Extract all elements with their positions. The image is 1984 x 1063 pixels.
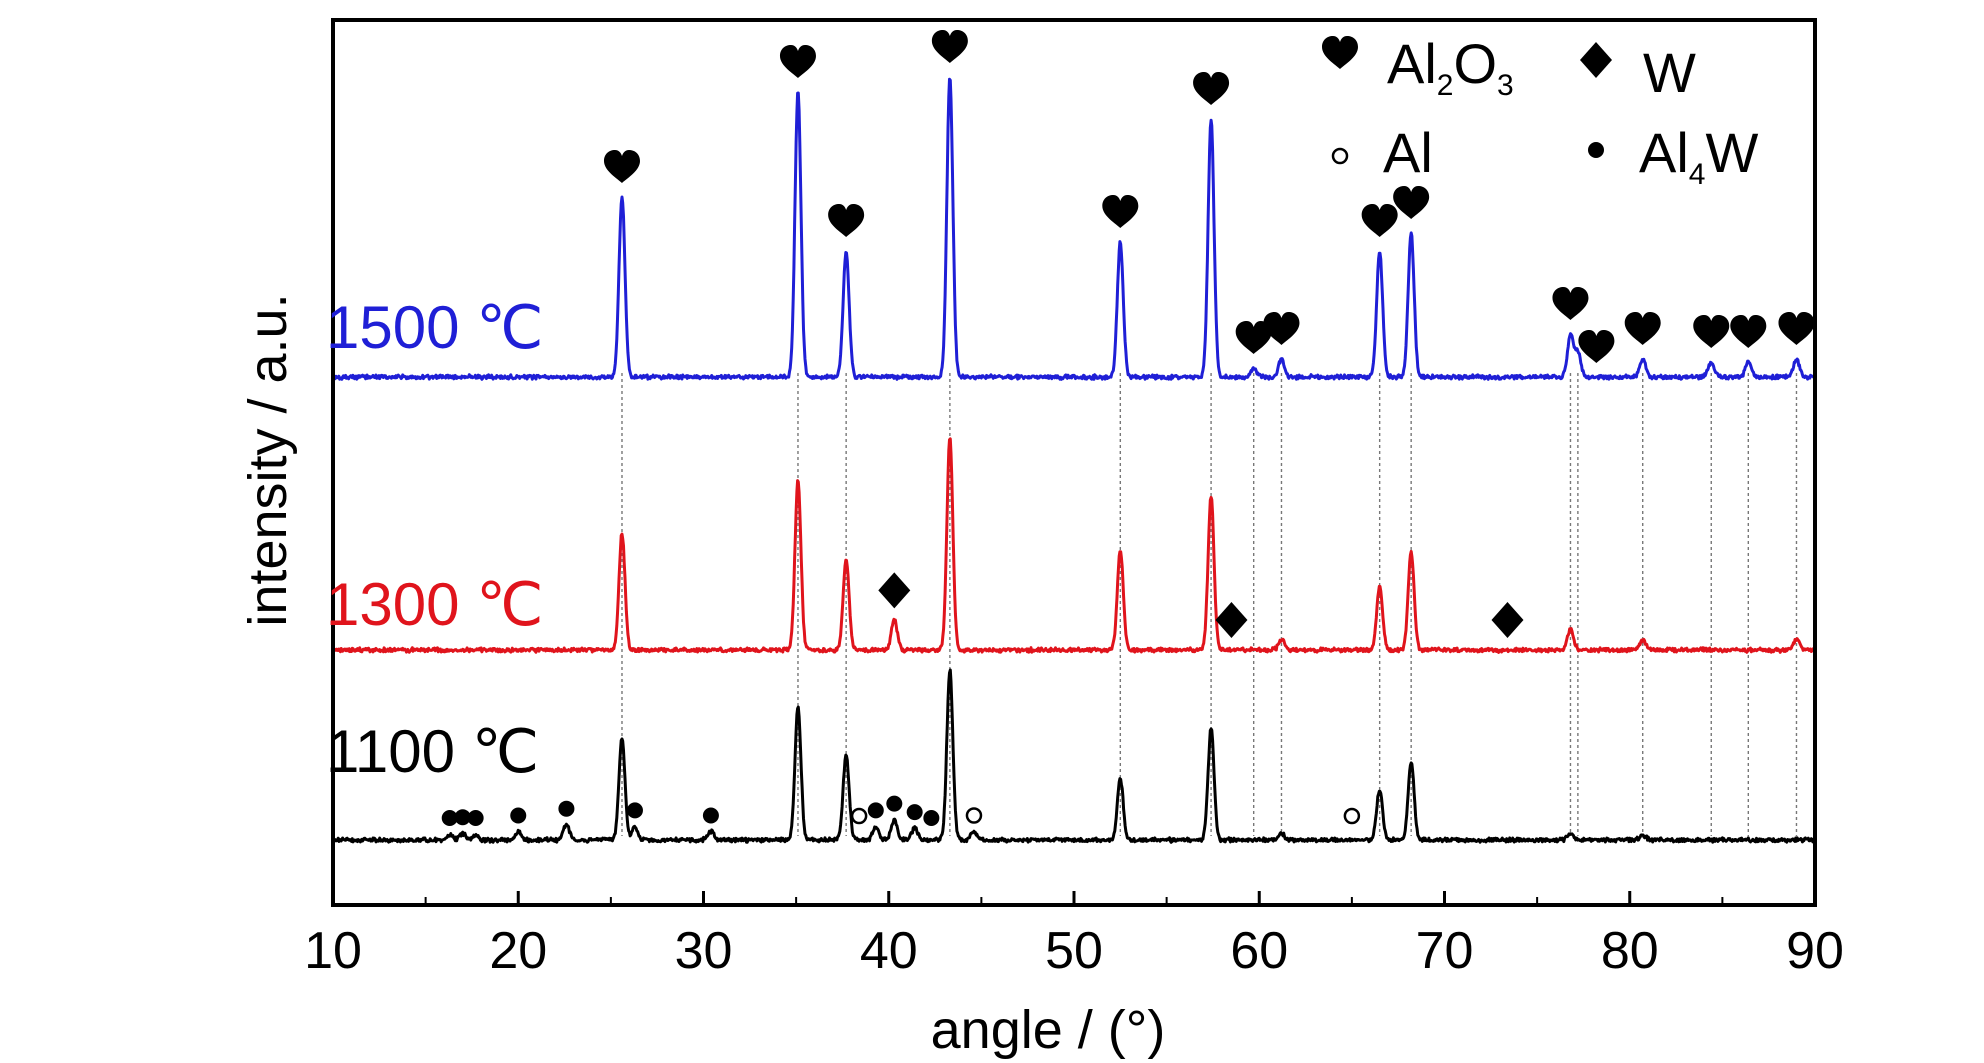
marker-1500-heart-9	[1393, 186, 1430, 219]
marker-1100-filled-circle-9	[886, 795, 903, 812]
legend-open-circle-icon	[1331, 147, 1349, 165]
legend: Al2O3 W Al Al4W	[1322, 32, 1758, 191]
marker-1500-heart-12	[1624, 312, 1661, 345]
legend-item-al2o3: Al2O3	[1322, 32, 1514, 102]
x-tick-label-40: 40	[860, 922, 918, 980]
marker-1500-heart-0	[603, 150, 640, 183]
marker-1100-filled-circle-5	[626, 802, 643, 819]
marker-1500-heart-8	[1361, 204, 1398, 237]
marker-1100-filled-circle-4	[558, 800, 575, 817]
marker-1100-filled-circle-11	[923, 810, 940, 826]
x-tick-label-70: 70	[1416, 922, 1474, 980]
marker-1100-filled-circle-8	[867, 802, 884, 819]
series-line-1100	[331, 668, 1816, 844]
x-axis-title: angle / (°)	[931, 1000, 1166, 1060]
marker-1500-heart-4	[1102, 195, 1139, 228]
marker-1100-filled-circle-10	[906, 804, 923, 821]
x-tick-label-90: 90	[1786, 922, 1844, 980]
legend-item-w: W	[1580, 41, 1696, 104]
series-label-1100: 1100 ℃	[326, 718, 539, 785]
marker-1500-heart-10	[1552, 286, 1589, 320]
marker-1100-filled-circle-2	[467, 810, 484, 826]
marker-1100-filled-circle-6	[702, 807, 719, 824]
marker-1100-filled-circle-1	[454, 809, 471, 826]
marker-1100-open-circle-13	[1343, 807, 1361, 825]
x-tick-label-60: 60	[1230, 922, 1288, 980]
marker-1500-heart-14	[1730, 315, 1767, 348]
marker-1300-diamond-1	[1215, 602, 1248, 638]
legend-heart-icon	[1322, 36, 1358, 69]
marker-1500-heart-15	[1778, 312, 1815, 345]
x-tick-label-10: 10	[304, 922, 362, 980]
series-label-1300: 1300 ℃	[326, 571, 544, 638]
peak-markers	[441, 30, 1815, 826]
marker-1300-diamond-2	[1491, 602, 1524, 638]
series-line-1500	[331, 77, 1816, 381]
x-tick-label-20: 20	[489, 922, 547, 980]
x-tick-label-30: 30	[675, 922, 733, 980]
marker-1300-diamond-0	[878, 572, 911, 609]
x-tick-label-50: 50	[1045, 922, 1103, 980]
marker-1500-heart-5	[1193, 72, 1230, 105]
series-labels: 1500 ℃ 1300 ℃ 1100 ℃	[326, 294, 544, 785]
legend-label-al: Al	[1383, 121, 1433, 184]
marker-1100-filled-circle-3	[510, 807, 527, 824]
y-axis-title: intensity / a.u.	[238, 293, 298, 626]
legend-label-al2o3: Al2O3	[1387, 32, 1514, 102]
series-traces	[331, 77, 1817, 844]
series-line-1300	[331, 437, 1817, 654]
marker-1500-heart-2	[828, 204, 865, 237]
marker-1500-heart-7	[1263, 312, 1300, 345]
x-tick-label-80: 80	[1601, 922, 1659, 980]
legend-diamond-icon	[1580, 42, 1612, 78]
marker-1100-open-circle-7	[850, 807, 868, 825]
marker-1500-heart-11	[1578, 330, 1615, 363]
marker-1500-heart-3	[931, 30, 968, 63]
legend-label-w: W	[1643, 41, 1696, 104]
marker-1100-open-circle-12	[965, 807, 983, 824]
legend-label-al4w: Al4W	[1639, 121, 1758, 191]
x-axis: 10 20 30 40 50 60 70 80 90	[304, 891, 1844, 980]
legend-item-al4w: Al4W	[1588, 121, 1758, 191]
series-label-1500: 1500 ℃	[326, 294, 544, 361]
legend-filled-circle-icon	[1588, 142, 1604, 158]
marker-1100-filled-circle-0	[441, 810, 458, 826]
marker-1500-heart-1	[779, 45, 816, 78]
legend-item-al: Al	[1331, 121, 1433, 184]
marker-1500-heart-13	[1693, 315, 1730, 348]
